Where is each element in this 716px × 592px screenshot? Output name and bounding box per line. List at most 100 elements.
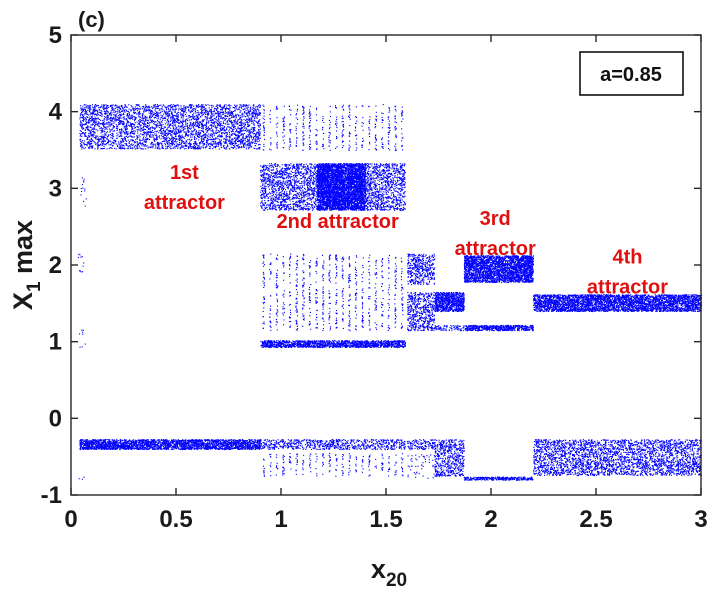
data-point (256, 133, 258, 135)
data-point (198, 123, 200, 125)
data-point (117, 145, 119, 147)
data-point (195, 142, 197, 144)
data-point (181, 110, 183, 112)
data-point (207, 116, 209, 118)
data-point (84, 123, 86, 125)
data-point (143, 121, 145, 123)
data-point (86, 141, 88, 143)
data-point (121, 121, 123, 123)
data-point (194, 111, 196, 113)
data-point (253, 110, 255, 112)
data-point (248, 139, 250, 141)
data-point (88, 141, 90, 143)
data-point (81, 141, 83, 143)
data-point (234, 119, 236, 121)
data-point (136, 130, 138, 132)
data-point (108, 121, 110, 123)
data-point (204, 124, 206, 126)
data-point (238, 106, 240, 108)
data-point (216, 109, 218, 111)
data-point (200, 135, 202, 137)
data-point (101, 144, 103, 146)
data-point (247, 129, 249, 131)
data-point (175, 107, 177, 109)
data-point (132, 144, 134, 146)
data-point (80, 121, 82, 123)
data-point (210, 127, 212, 129)
data-point (125, 119, 127, 121)
data-point (223, 119, 225, 121)
data-point (85, 118, 87, 120)
data-point (159, 132, 161, 134)
data-point (206, 128, 208, 130)
data-point (121, 106, 123, 108)
data-point (107, 118, 109, 120)
data-point (170, 104, 172, 106)
data-point (166, 138, 168, 140)
data-point (106, 119, 108, 121)
data-point (102, 131, 104, 133)
data-point (164, 134, 166, 136)
data-point (84, 129, 86, 131)
data-point (102, 142, 104, 144)
data-point (220, 109, 222, 111)
data-point (90, 118, 92, 120)
data-point (120, 144, 122, 146)
data-point (214, 107, 216, 109)
data-point (193, 109, 195, 111)
data-point (211, 140, 213, 142)
data-point (81, 135, 83, 137)
data-point (157, 119, 159, 121)
data-point (222, 125, 224, 127)
data-point (120, 109, 122, 111)
data-point (198, 143, 200, 145)
data-point (218, 139, 220, 141)
data-point (170, 123, 172, 125)
data-point (185, 131, 187, 133)
data-point (106, 126, 108, 128)
data-point (182, 142, 184, 144)
data-point (170, 127, 172, 129)
data-point (186, 142, 188, 144)
data-point (194, 123, 196, 125)
data-point (183, 142, 185, 144)
data-point (118, 118, 120, 120)
data-point (240, 104, 242, 106)
data-point (182, 124, 184, 126)
data-point (140, 107, 142, 109)
data-point (203, 127, 205, 129)
data-point (232, 131, 234, 133)
data-point (94, 121, 96, 123)
data-point (201, 140, 203, 142)
data-point (93, 107, 95, 109)
data-point (160, 132, 162, 134)
data-point (149, 109, 151, 111)
data-point (158, 136, 160, 138)
data-point (111, 104, 113, 106)
data-point (144, 107, 146, 109)
data-point (113, 139, 115, 141)
data-point (207, 140, 209, 142)
data-point (136, 135, 138, 137)
data-point (256, 139, 258, 141)
data-point (224, 138, 226, 140)
data-point (125, 127, 127, 129)
data-point (218, 115, 220, 117)
data-point (159, 124, 161, 126)
data-point (187, 117, 189, 119)
data-point (240, 110, 242, 112)
data-point (242, 140, 244, 142)
data-point (102, 128, 104, 130)
data-point (187, 131, 189, 133)
data-point (101, 115, 103, 117)
data-point (167, 126, 169, 128)
data-point (127, 134, 129, 136)
data-point (142, 133, 144, 135)
data-point (118, 123, 120, 125)
data-point (185, 115, 187, 117)
data-point (97, 143, 99, 145)
data-point (93, 128, 95, 130)
data-point (166, 119, 168, 121)
data-point (124, 105, 126, 107)
data-point (173, 146, 175, 148)
